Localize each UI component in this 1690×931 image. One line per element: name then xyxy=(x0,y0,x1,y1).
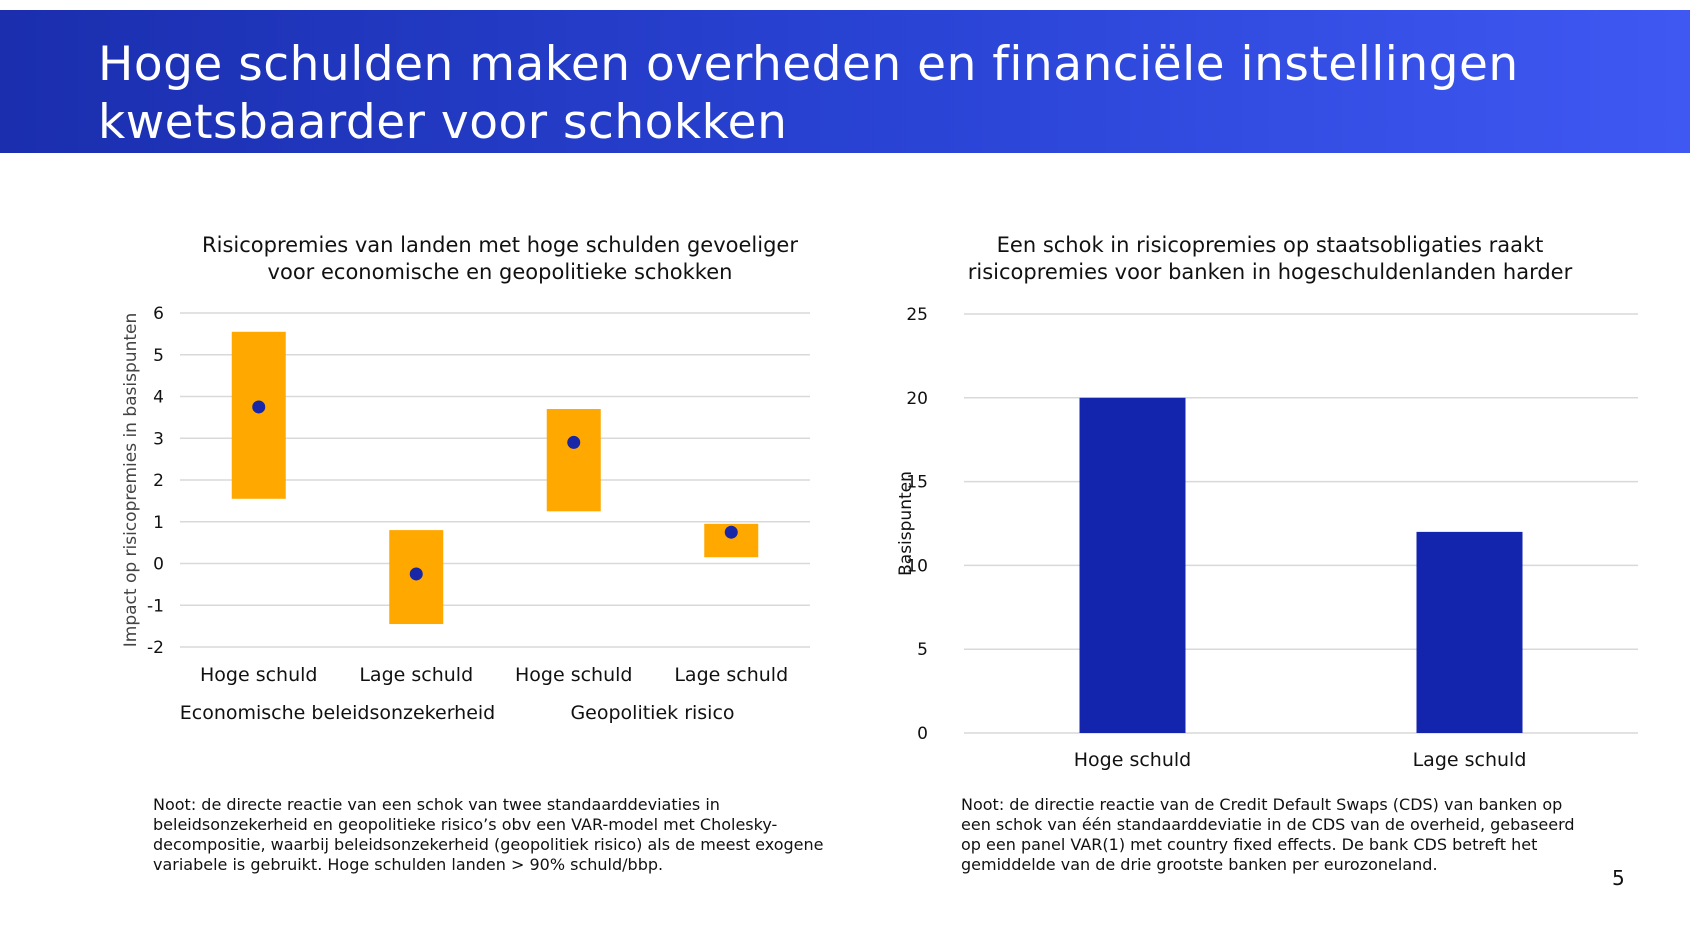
y-tick-label: -1 xyxy=(147,596,164,616)
left-chart-title: Risicopremies van landen met hoge schuld… xyxy=(180,232,820,286)
right-note-line-3: op een panel VAR(1) met country fixed ef… xyxy=(961,835,1538,854)
right-chart-title-line-1: Een schok in risicopremies op staatsobli… xyxy=(996,233,1544,257)
left-chart-note: Noot: de directe reactie van een schok v… xyxy=(153,795,873,875)
y-axis-label: Basispunten xyxy=(896,471,916,576)
left-note-line-1: Noot: de directe reactie van een schok v… xyxy=(153,795,720,814)
y-tick-label: 25 xyxy=(906,305,928,325)
slide-title-line-1: Hoge schulden maken overheden en financi… xyxy=(98,37,1519,92)
x-tick-label: Hoge schuld xyxy=(1074,749,1191,771)
point-estimate xyxy=(409,567,423,581)
range-bar xyxy=(231,331,286,499)
y-tick-label: 3 xyxy=(153,429,164,449)
y-tick-label: 20 xyxy=(906,389,928,409)
left-note-line-4: variabele is gebruikt. Hoge schulden lan… xyxy=(153,855,664,874)
x-tick-label: Lage schuld xyxy=(674,664,788,686)
x-tick-label: Lage schuld xyxy=(1413,749,1527,771)
y-tick-label: 10 xyxy=(906,556,928,576)
bar xyxy=(1416,531,1523,733)
y-tick-label: 0 xyxy=(917,724,928,744)
left-chart-title-line-2: voor economische en geopolitieke schokke… xyxy=(267,260,733,284)
y-tick-label: 2 xyxy=(153,471,164,491)
left-chart-title-line-1: Risicopremies van landen met hoge schuld… xyxy=(202,233,798,257)
point-estimate xyxy=(567,435,581,449)
right-chart-title-line-2: risicopremies voor banken in hogeschulde… xyxy=(967,260,1573,284)
right-note-line-2: een schok van één standaarddeviatie in d… xyxy=(961,815,1575,834)
range-bar xyxy=(546,409,601,512)
point-estimate xyxy=(724,525,738,539)
point-estimate xyxy=(252,400,266,414)
x-tick-label: Hoge schuld xyxy=(515,664,632,686)
title-band: Hoge schulden maken overheden en financi… xyxy=(0,10,1690,153)
left-note-line-3: decompositie, waarbij beleidsonzekerheid… xyxy=(153,835,824,854)
y-axis-label: Impact op risicopremies in basispunten xyxy=(121,313,141,648)
left-chart: -2 -1 0 1 2 3 4 5 6 Impact op risicopremies in ba… xyxy=(121,304,810,724)
group-label: Geopolitiek risico xyxy=(570,702,734,724)
y-tick-label: 6 xyxy=(153,304,164,324)
y-tick-label: 15 xyxy=(906,473,928,493)
page-number: 5 xyxy=(1612,866,1625,890)
x-tick-label: Lage schuld xyxy=(359,664,473,686)
right-chart: 0 5 10 15 20 25 Basispunten Hoge schuld Lage sch… xyxy=(896,305,1638,771)
y-tick-label: -2 xyxy=(147,638,164,658)
slide-title-line-2: kwetsbaarder voor schokken xyxy=(98,95,788,150)
right-note-line-4: gemiddelde van de drie grootste banken p… xyxy=(961,855,1438,874)
x-tick-label: Hoge schuld xyxy=(200,664,317,686)
slide-title: Hoge schulden maken overheden en financi… xyxy=(98,36,1638,152)
right-chart-title: Een schok in risicopremies op staatsobli… xyxy=(920,232,1620,286)
y-tick-label: 4 xyxy=(153,388,164,408)
y-tick-label: 5 xyxy=(153,346,164,366)
bar xyxy=(1079,397,1186,733)
left-note-line-2: beleidsonzekerheid en geopolitieke risic… xyxy=(153,815,778,834)
y-tick-label: 5 xyxy=(917,640,928,660)
y-tick-label: 0 xyxy=(153,555,164,575)
right-chart-note: Noot: de directie reactie van de Credit … xyxy=(961,795,1661,875)
group-label: Economische beleidsonzekerheid xyxy=(180,702,496,724)
y-tick-label: 1 xyxy=(153,513,164,533)
right-note-line-1: Noot: de directie reactie van de Credit … xyxy=(961,795,1563,814)
